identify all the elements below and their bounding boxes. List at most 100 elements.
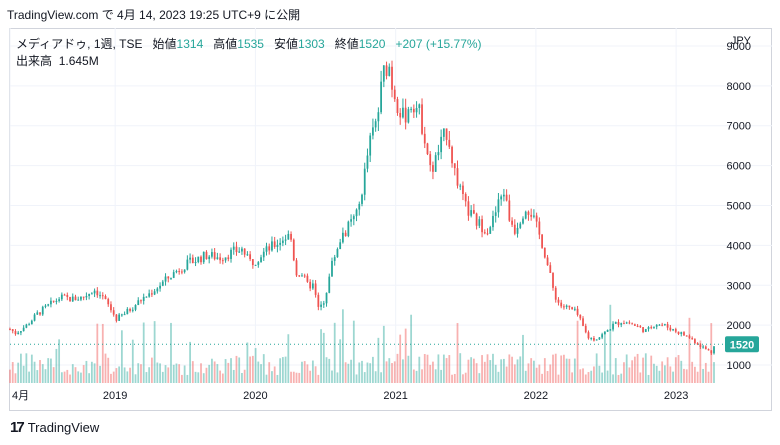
candle-body <box>202 251 205 263</box>
volume-bar <box>612 374 614 383</box>
volume-bar <box>412 369 415 383</box>
candle-body <box>440 136 443 153</box>
volume-bar <box>107 357 110 383</box>
candle-body <box>25 324 28 328</box>
volume-bar <box>361 360 363 383</box>
candle-body <box>661 324 664 326</box>
volume-bar <box>410 314 413 383</box>
volume-bar <box>380 372 382 383</box>
volume-bar <box>462 374 464 383</box>
volume-bar <box>17 362 20 383</box>
candle-body <box>148 293 151 297</box>
volume-bar <box>451 374 453 383</box>
volume-bar <box>440 369 443 383</box>
candle-body <box>320 304 322 307</box>
volume-bar <box>9 369 11 383</box>
candle-body <box>279 242 282 245</box>
volume-bar <box>563 354 565 383</box>
footer-brand[interactable]: 17 TradingView <box>10 419 99 436</box>
candle-body <box>453 163 456 169</box>
candle-body <box>500 196 503 200</box>
candle-body <box>246 254 249 256</box>
volume-bar <box>175 363 178 383</box>
volume-bar <box>475 363 478 383</box>
candle-body <box>470 210 473 216</box>
candle-body <box>251 259 254 266</box>
volume-bar <box>90 361 93 383</box>
volume-bar <box>448 355 451 383</box>
volume-bar <box>639 372 642 383</box>
candle-body <box>311 283 314 289</box>
volume-bar <box>104 353 107 383</box>
candle-body <box>74 296 77 301</box>
candle-body <box>582 318 584 326</box>
candle-body <box>60 294 63 300</box>
tradingview-logo-icon: 17 <box>10 419 25 436</box>
candle-body <box>90 293 93 295</box>
candle-body <box>189 257 191 260</box>
candle-body <box>445 128 448 140</box>
candle-body <box>595 339 598 341</box>
candle-body <box>418 104 421 109</box>
candle-body <box>175 271 178 273</box>
candle-body <box>205 251 208 260</box>
currency-label: JPY <box>731 35 752 47</box>
candle-body <box>393 89 396 100</box>
symbol-label[interactable]: メディアドゥ, 1週, TSE <box>16 37 143 51</box>
y-tick-label: 8000 <box>727 81 751 93</box>
volume-bar <box>713 362 715 383</box>
candle-body <box>481 219 483 233</box>
volume-bar <box>631 360 634 383</box>
volume-bar <box>77 371 80 383</box>
publish-header: TradingView.com で 4月 14, 2023 19:25 UTC+… <box>7 8 301 22</box>
ohlc-legend: メディアドゥ, 1週, TSE 始値1314 高値1535 安値1303 終値1… <box>16 35 482 52</box>
volume-bar <box>535 367 538 383</box>
candle-body <box>134 305 137 310</box>
candle-body <box>459 185 462 187</box>
candle-body <box>112 310 115 315</box>
candle-body <box>268 246 271 251</box>
candle-body <box>647 327 650 330</box>
low-value: 1303 <box>298 37 325 51</box>
candle-body <box>287 233 290 240</box>
volume-bar <box>317 374 320 383</box>
volume-bar <box>145 372 148 383</box>
candle-body <box>115 314 118 321</box>
volume-bar <box>576 320 579 383</box>
volume-bar <box>603 330 606 383</box>
candle-body <box>194 262 197 264</box>
volume-bar <box>20 353 22 383</box>
volume-bar <box>69 374 71 383</box>
volume-bar <box>530 358 533 383</box>
candle-body <box>623 323 625 325</box>
volume-bar <box>159 363 161 383</box>
volume-bar <box>213 361 216 383</box>
candle-body <box>295 260 298 276</box>
candle-body <box>573 308 576 310</box>
candle-body <box>513 224 516 234</box>
candle-body <box>530 214 533 217</box>
candle-body <box>145 296 148 298</box>
candle-body <box>14 331 17 335</box>
volume-bar <box>303 361 306 383</box>
candle-body <box>639 326 642 328</box>
volume-bar <box>432 361 434 383</box>
candle-body <box>241 248 243 252</box>
volume-bar <box>481 355 483 383</box>
x-tick-label: 2023 <box>664 390 688 402</box>
volume-bar <box>257 361 260 383</box>
candle-body <box>404 107 407 123</box>
volume-bar <box>142 322 145 383</box>
candle-body <box>129 308 131 311</box>
candle-body <box>347 221 350 237</box>
volume-bar <box>453 373 456 383</box>
volume-bar <box>385 361 388 383</box>
candle-body <box>535 215 538 222</box>
volume-bar <box>246 342 249 383</box>
volume-bar <box>328 358 331 383</box>
volume-bar <box>194 371 197 383</box>
candle-body <box>492 215 494 228</box>
candle-body <box>96 290 99 296</box>
volume-bar <box>50 358 52 383</box>
